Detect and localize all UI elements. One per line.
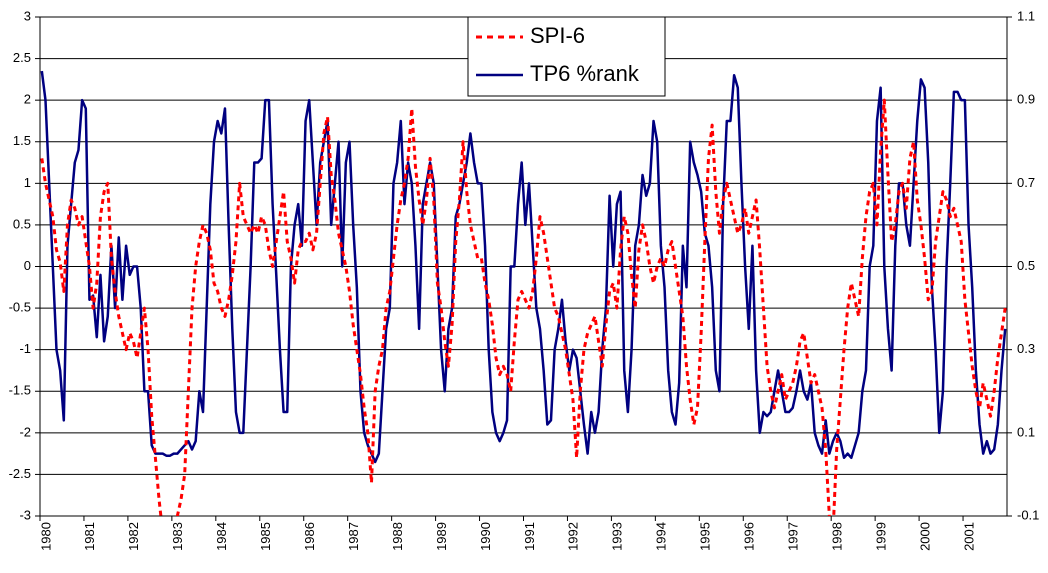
x-tick-label: 2000: [917, 522, 932, 551]
x-tick-label: 1985: [258, 522, 273, 551]
x-tick-label: 1993: [610, 522, 625, 551]
x-tick-label: 1984: [214, 522, 229, 551]
y-tick-label: 1.5: [13, 133, 31, 148]
x-tick-label: 1982: [126, 522, 141, 551]
y-tick-label: 0.5: [13, 216, 31, 231]
y-tick-label: -0.5: [9, 300, 31, 315]
y2-tick-label: 0.9: [1017, 92, 1035, 107]
x-tick-label: 1987: [346, 522, 361, 551]
x-tick-label: 2001: [961, 522, 976, 551]
y-tick-label: -1: [19, 341, 31, 356]
x-tick-label: 1995: [698, 522, 713, 551]
x-tick-label: 1996: [742, 522, 757, 551]
y2-tick-label: 0.1: [1017, 424, 1035, 439]
y2-tick-label: 1.1: [1017, 8, 1035, 23]
y-tick-label: 0: [24, 258, 31, 273]
y-tick-label: 3: [24, 8, 31, 23]
y2-tick-label: 0.3: [1017, 341, 1035, 356]
x-tick-label: 1989: [434, 522, 449, 551]
legend-label: SPI-6: [530, 23, 585, 48]
y-tick-label: 2: [24, 92, 31, 107]
y-tick-label: -3: [19, 507, 31, 522]
series-line: [40, 98, 1007, 516]
x-tick-label: 1997: [785, 522, 800, 551]
y2-tick-label: -0.1: [1017, 507, 1039, 522]
y2-tick-label: 0.7: [1017, 175, 1035, 190]
x-tick-label: 1983: [170, 522, 185, 551]
y-tick-label: 2.5: [13, 50, 31, 65]
y-tick-label: 1: [24, 175, 31, 190]
y-tick-label: -2: [19, 424, 31, 439]
x-tick-label: 1981: [82, 522, 97, 551]
x-tick-label: 1986: [302, 522, 317, 551]
legend-label: TP6 %rank: [530, 61, 640, 86]
legend-box: [467, 16, 666, 97]
x-tick-label: 1990: [478, 522, 493, 551]
x-tick-label: 1994: [654, 522, 669, 551]
x-tick-label: 1998: [829, 522, 844, 551]
y-tick-label: -1.5: [9, 383, 31, 398]
x-tick-label: 1980: [38, 522, 53, 551]
series-line: [40, 70, 1007, 464]
x-tick-label: 1991: [522, 522, 537, 551]
y-tick-label: -2.5: [9, 466, 31, 481]
legend: SPI-6 TP6 %rank: [467, 16, 666, 97]
x-tick-label: 1992: [566, 522, 581, 551]
y2-tick-label: 0.5: [1017, 258, 1035, 273]
x-tick-label: 1988: [390, 522, 405, 551]
x-tick-label: 1999: [873, 522, 888, 551]
